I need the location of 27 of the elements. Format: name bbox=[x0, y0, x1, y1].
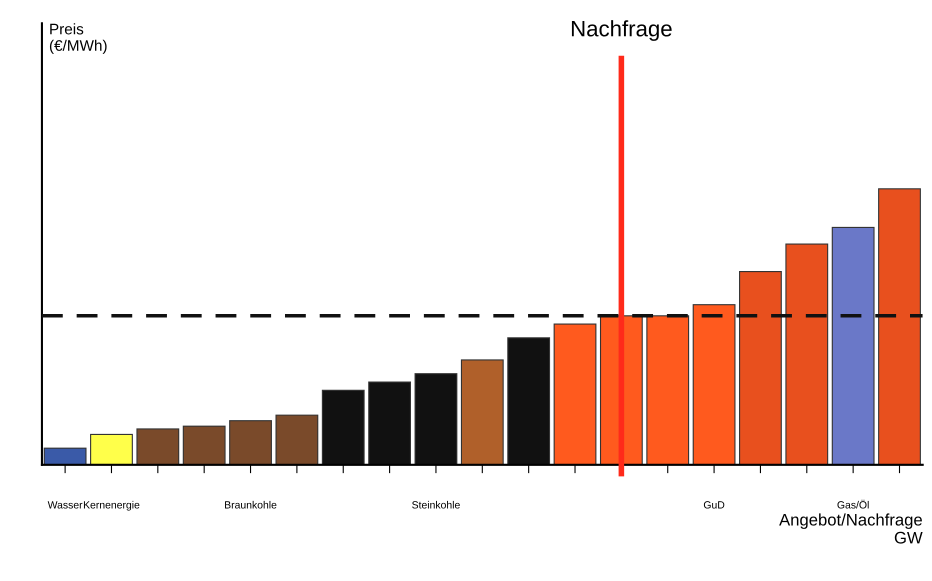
bar bbox=[878, 188, 921, 465]
bar bbox=[322, 390, 365, 465]
bar bbox=[182, 426, 226, 465]
bar bbox=[229, 420, 272, 465]
bar bbox=[136, 428, 180, 465]
bar bbox=[90, 434, 133, 465]
text: Preis (€/MWh) bbox=[50, 23, 107, 54]
x-tick-label: Braunkohle bbox=[225, 500, 276, 509]
bar bbox=[554, 324, 596, 465]
bar bbox=[507, 337, 550, 465]
x-tick-label: Steinkohle bbox=[412, 500, 460, 509]
x-axis-title: Angebot/Nachfrage GW bbox=[779, 513, 923, 544]
bar bbox=[275, 414, 318, 465]
x-tick-label: Gas/Öl bbox=[837, 500, 869, 509]
bar bbox=[739, 271, 782, 465]
bar bbox=[785, 243, 828, 465]
x-tick-label: GuD bbox=[704, 501, 724, 509]
x-tick-label: Wasser bbox=[48, 501, 82, 509]
x-tick-label: Kernenergie bbox=[84, 500, 140, 511]
text: Nachfrage bbox=[572, 20, 672, 41]
bar bbox=[414, 373, 458, 465]
bar bbox=[646, 315, 690, 465]
bar bbox=[368, 381, 412, 465]
bar bbox=[832, 226, 875, 465]
bar bbox=[44, 448, 87, 465]
bar bbox=[460, 359, 504, 465]
bar bbox=[692, 304, 736, 465]
